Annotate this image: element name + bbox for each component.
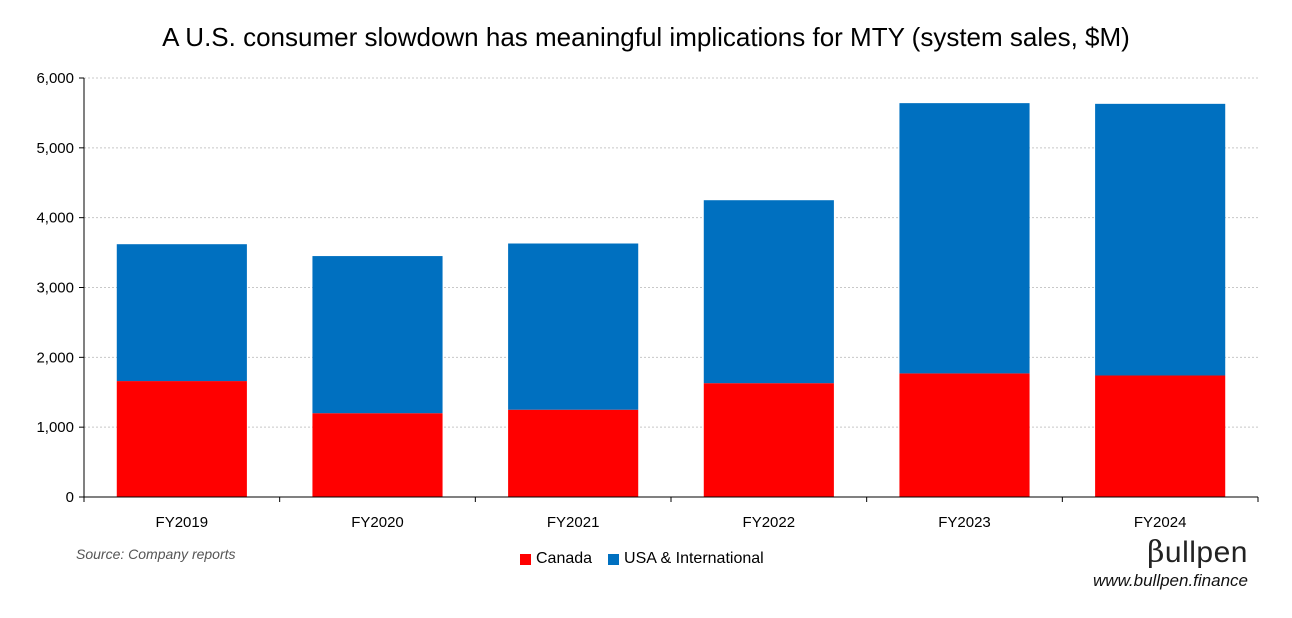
legend-label-canada: Canada [536, 550, 593, 567]
y-tick-label: 3,000 [36, 280, 74, 297]
bar-usa-international-fy2022 [703, 200, 834, 384]
source-note: Source: Company reports [76, 546, 236, 562]
bullpen-logo: βullpen [1093, 536, 1248, 570]
x-tick-label: FY2023 [938, 514, 991, 531]
bar-canada-fy2021 [508, 409, 639, 497]
bar-usa-international-fy2024 [1095, 103, 1226, 376]
bar-usa-international-fy2021 [508, 243, 639, 410]
legend-label-usa-international: USA & International [624, 550, 764, 567]
y-tick-label: 1,000 [36, 419, 74, 436]
x-tick-label: FY2021 [547, 514, 600, 531]
brand-block: βullpen www.bullpen.finance [1093, 536, 1248, 592]
bar-canada-fy2022 [703, 383, 834, 497]
bar-usa-international-fy2023 [899, 103, 1030, 374]
bar-canada-fy2024 [1095, 375, 1226, 497]
bullpen-logo-mark: β [1147, 535, 1165, 570]
y-tick-label: 4,000 [36, 210, 74, 227]
bar-canada-fy2019 [116, 381, 247, 497]
legend-swatch-usa-international [608, 553, 620, 565]
bar-canada-fy2020 [312, 413, 443, 497]
y-tick-label: 0 [66, 489, 74, 506]
bar-usa-international-fy2020 [312, 256, 443, 414]
y-tick-label: 2,000 [36, 349, 74, 366]
x-tick-label: FY2022 [743, 514, 796, 531]
bar-canada-fy2023 [899, 373, 1030, 497]
legend-item-canada: Canada [520, 550, 592, 568]
x-tick-label: FY2019 [156, 514, 209, 531]
y-tick-label: 5,000 [36, 140, 74, 157]
bullpen-logo-text: ullpen [1164, 536, 1248, 569]
chart-title: A U.S. consumer slowdown has meaningful … [162, 22, 1130, 52]
brand-url: www.bullpen.finance [1093, 571, 1248, 590]
legend-item-usa-international: USA & International [608, 550, 764, 568]
x-tick-label: FY2020 [351, 514, 404, 531]
chart-legend: Canada USA & International [520, 550, 780, 568]
y-tick-label: 6,000 [36, 70, 74, 87]
bar-usa-international-fy2019 [116, 244, 247, 382]
x-tick-label: FY2024 [1134, 514, 1187, 531]
legend-swatch-canada [520, 553, 531, 565]
